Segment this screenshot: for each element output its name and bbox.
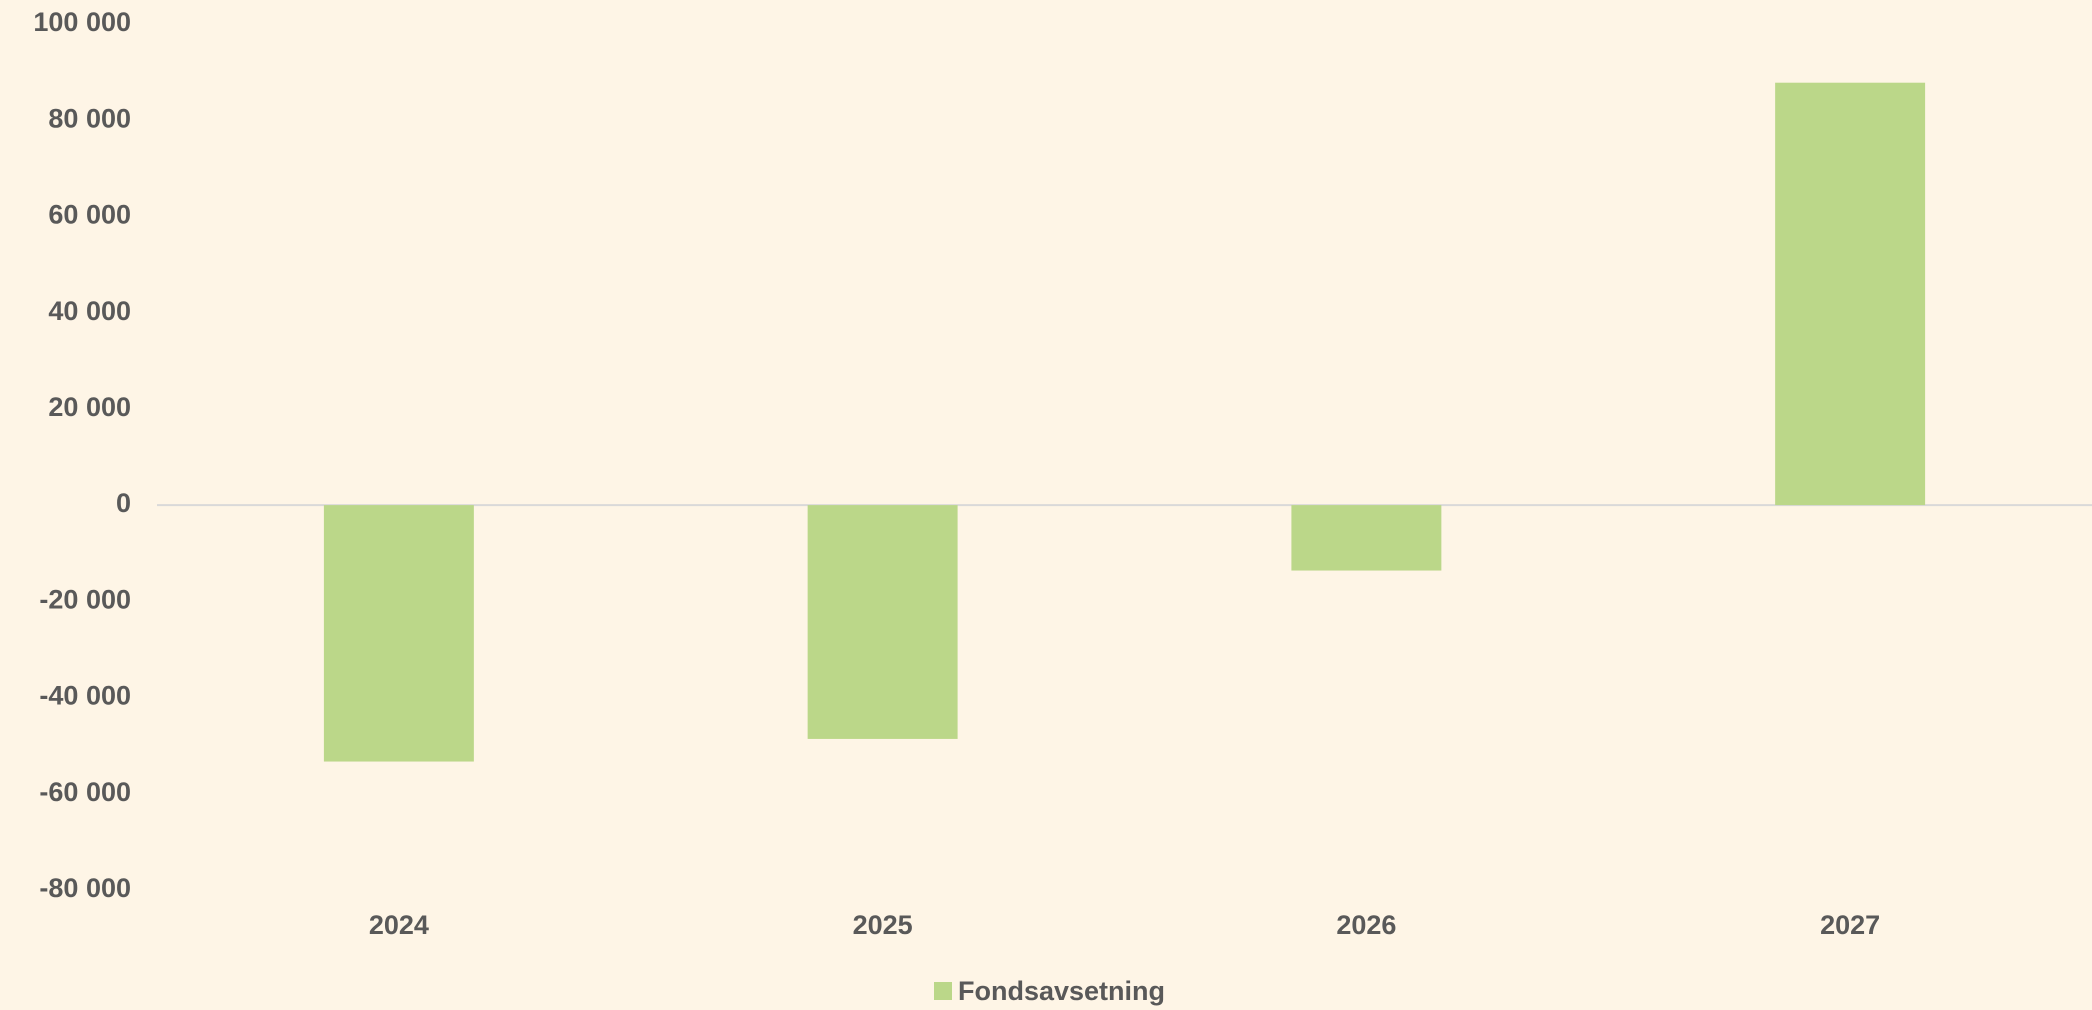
x-tick-label: 2025 [853,910,913,940]
legend-swatch [934,982,952,1000]
y-tick-label: 60 000 [48,200,131,230]
bar [1775,82,1926,506]
x-tick-label: 2024 [369,910,429,940]
y-tick-label: 80 000 [48,103,131,133]
y-tick-label: -20 000 [39,584,131,614]
y-tick-label: -80 000 [39,873,131,903]
x-tick-label: 2026 [1336,910,1396,940]
y-tick-label: 0 [116,488,131,518]
y-tick-label: 20 000 [48,392,131,422]
x-tick-label: 2027 [1820,910,1880,940]
legend-label: Fondsavsetning [958,976,1165,1006]
bar [807,505,958,739]
bar [323,505,474,762]
y-tick-label: 100 000 [33,7,131,37]
y-tick-label: 40 000 [48,296,131,326]
y-tick-label: -60 000 [39,777,131,807]
y-tick-label: -40 000 [39,681,131,711]
bar [1291,505,1442,571]
